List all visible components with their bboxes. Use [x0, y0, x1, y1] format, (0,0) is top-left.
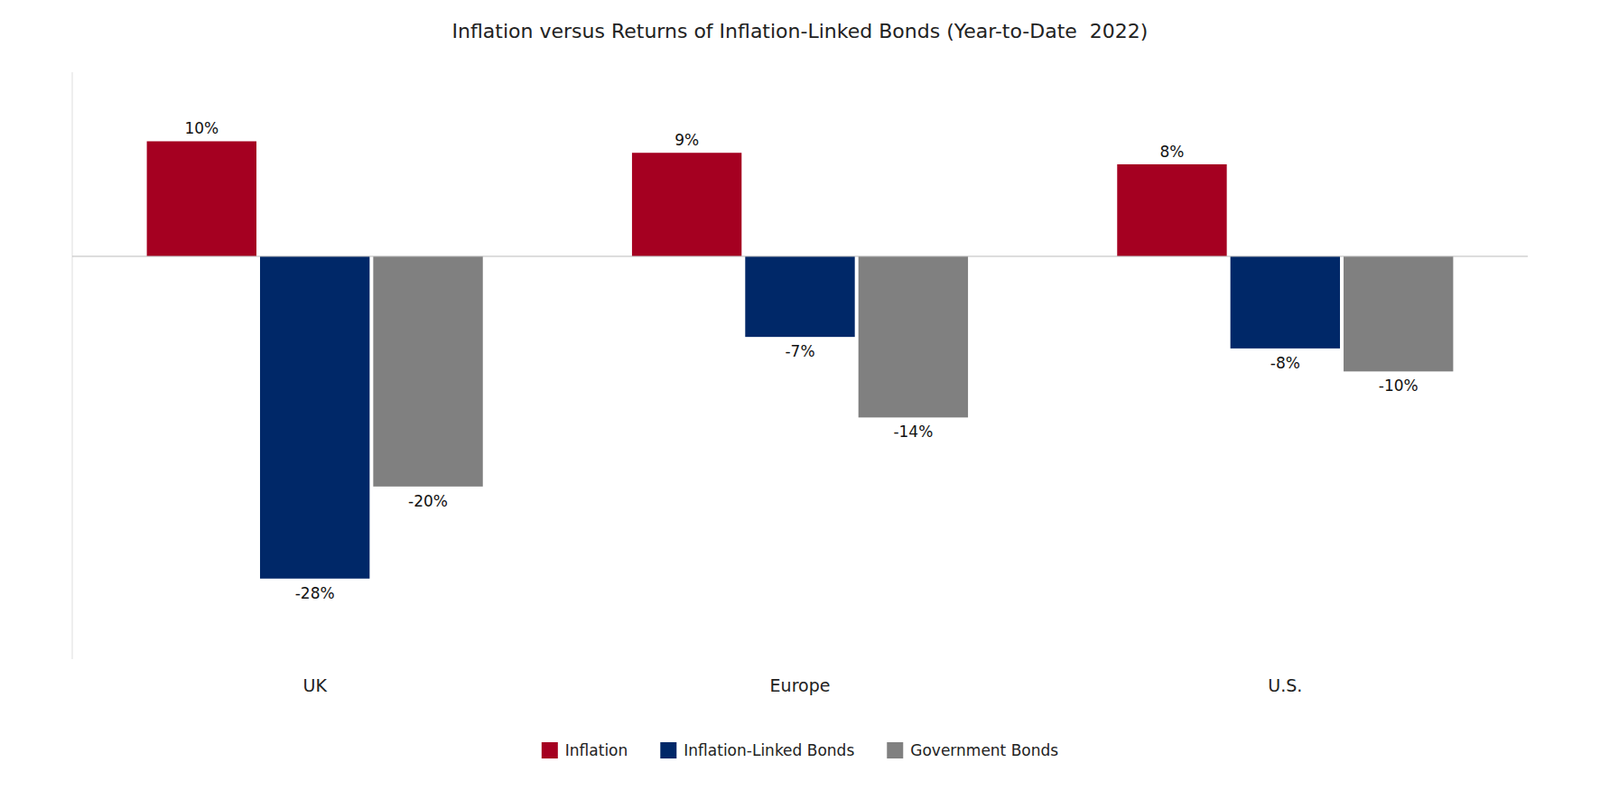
title: Inflation versus Returns of Inflation-Li…: [452, 19, 1149, 43]
bar: [744, 256, 855, 337]
data-label: -8%: [1270, 353, 1301, 373]
data-label: -10%: [1378, 376, 1419, 395]
y-axis-line: [72, 72, 74, 660]
x-tick-label: UK: [302, 675, 327, 696]
legend-swatch: [886, 742, 903, 759]
bar: [147, 140, 257, 256]
legend: Inflation Inflation-Linked Bonds Governmen…: [541, 741, 1060, 760]
legend-item: Inflation: [541, 741, 628, 760]
data-label: 10%: [184, 119, 219, 138]
data-label: -14%: [893, 422, 933, 441]
data-label: -7%: [784, 342, 815, 361]
bar: [1116, 164, 1227, 257]
legend-item: Inflation-Linked Bonds: [660, 741, 855, 760]
x-tick-label: U.S.: [1267, 675, 1303, 696]
chart: Inflation versus Returns of Inflation-Li…: [0, 0, 1600, 800]
legend-label: Inflation-Linked Bonds: [683, 741, 855, 760]
zero-line: [72, 255, 1528, 257]
bar: [1343, 256, 1453, 372]
bar: [372, 256, 483, 487]
x-tick-label: Europe: [770, 675, 831, 696]
legend-item: Government Bonds: [886, 741, 1059, 760]
bar: [632, 152, 742, 257]
legend-swatch: [660, 742, 677, 759]
legend-label: Government Bonds: [910, 741, 1059, 760]
bar: [858, 256, 968, 418]
bar: [1230, 256, 1340, 349]
data-label: 8%: [1159, 142, 1184, 161]
legend-swatch: [541, 742, 559, 759]
data-label: 9%: [674, 130, 699, 149]
legend-label: Inflation: [565, 741, 628, 760]
data-label: -28%: [295, 584, 335, 603]
data-labels: 10% 9% 8% -28% -7% -8% -20% -14% -10%: [184, 119, 1418, 602]
data-label: -20%: [408, 492, 448, 511]
bars: [147, 140, 1454, 578]
bar: [260, 256, 370, 579]
